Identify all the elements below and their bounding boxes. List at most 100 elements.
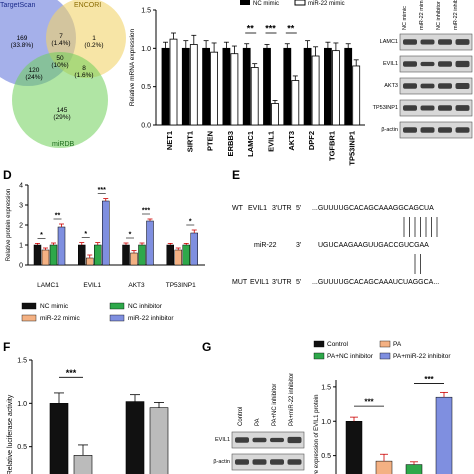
y-axis-label: Relative luciferase activity bbox=[7, 394, 14, 474]
blot-lane-label: Control bbox=[238, 407, 244, 426]
wt-five-prime: 5' bbox=[296, 205, 301, 212]
legend-label: Control bbox=[327, 341, 349, 348]
blot-strip bbox=[399, 99, 473, 117]
blot-band bbox=[455, 39, 470, 45]
blot-row-label: β-actin bbox=[381, 127, 398, 133]
blot-band bbox=[252, 459, 267, 465]
significance-label: *** bbox=[265, 24, 276, 34]
blot-band bbox=[403, 105, 417, 111]
venn-circle-mirdb bbox=[12, 52, 108, 148]
bar bbox=[49, 244, 58, 266]
x-tick-label: LAMC1 bbox=[246, 131, 255, 157]
significance-label: ** bbox=[55, 213, 61, 220]
significance-label: ** bbox=[247, 24, 255, 34]
x-tick-label: DPF2 bbox=[307, 131, 316, 150]
bar bbox=[250, 67, 259, 126]
y-tick-label: 4 bbox=[19, 183, 23, 190]
legend-swatch-mir22-mimic bbox=[294, 0, 306, 6]
x-tick-label: AKT3 bbox=[128, 282, 145, 289]
bar bbox=[271, 103, 279, 126]
venn-diagram: TargetScan ENCORI miRDB 169 (33.8%) 7 (1.4… bbox=[0, 0, 126, 148]
bar bbox=[323, 47, 332, 126]
venn-region-ts-enc: 7 (1.4%) bbox=[51, 33, 70, 47]
bar bbox=[138, 244, 146, 266]
blot-band bbox=[270, 459, 284, 465]
significance-label: *** bbox=[364, 398, 374, 407]
legend-swatch-nc-mimic bbox=[240, 0, 250, 5]
blot-row-label: TP53INP1 bbox=[373, 105, 398, 111]
venn-label-encori: ENCORI bbox=[74, 2, 101, 9]
x-tick-label: EVIL1 bbox=[267, 131, 276, 152]
blot-strip bbox=[399, 121, 473, 139]
blot-row-label: LAMC1 bbox=[380, 39, 398, 45]
blot-band bbox=[252, 437, 267, 443]
y-tick-label: 0.5 bbox=[321, 453, 331, 460]
venn-region-center: 50 (10%) bbox=[51, 55, 68, 69]
y-tick-label: 0.5 bbox=[141, 84, 151, 91]
blot-band bbox=[438, 105, 452, 111]
blot-lane-label: miR-22 inhibitor bbox=[453, 0, 459, 30]
blot-band bbox=[270, 437, 284, 443]
protein-expression-chart: 0 1 2 3 4 Relative protein expression LAMC1 EVI… bbox=[6, 183, 205, 322]
western-blot-c: NC mimic miR-22 mimic NC inhibitor miR-22 i… bbox=[373, 0, 473, 139]
y-tick-label: 1.0 bbox=[17, 401, 27, 408]
legend-label: PA+NC inhibitor bbox=[327, 353, 374, 360]
y-tick-label: 1 bbox=[19, 243, 23, 250]
legend-label: PA+miR-22 inhibitor bbox=[393, 353, 451, 360]
blot-strip bbox=[399, 77, 473, 95]
y-tick-label: 1.0 bbox=[141, 46, 151, 53]
blot-lane-label: PA+miR-22 inhibitor bbox=[289, 373, 295, 426]
blot-strip bbox=[399, 33, 473, 51]
bar bbox=[125, 401, 145, 474]
y-tick-label: 1.0 bbox=[321, 419, 331, 426]
bar bbox=[102, 200, 110, 266]
bar bbox=[122, 244, 130, 266]
mir-sequence: UGUCAAGAAGUUGACCGUCGAA bbox=[318, 242, 429, 249]
bar bbox=[331, 50, 340, 126]
bar bbox=[263, 47, 271, 126]
blot-strip bbox=[399, 55, 473, 73]
venn-region-mir-only: 145 (29%) bbox=[53, 107, 70, 121]
panel-letter-d: D bbox=[3, 168, 12, 182]
legend-label-mir22-mimic: miR-22 mimic bbox=[308, 1, 345, 7]
legend-swatch bbox=[109, 302, 125, 310]
bar bbox=[190, 232, 198, 266]
y-tick-label: 1.5 bbox=[321, 384, 331, 391]
blot-strip bbox=[231, 453, 305, 471]
bar bbox=[78, 244, 86, 266]
bar bbox=[303, 47, 312, 126]
y-axis-label: Relative mRNA expression bbox=[129, 28, 136, 106]
legend-swatch bbox=[21, 314, 37, 322]
y-tick-label: 0.5 bbox=[17, 444, 27, 451]
significance-label: *** bbox=[142, 208, 150, 215]
legend-swatch bbox=[109, 314, 125, 322]
blot-band bbox=[403, 39, 417, 45]
blot-row-label: EVIL1 bbox=[215, 437, 230, 443]
venn-label-targetscan: TargetScan bbox=[0, 2, 36, 9]
bar bbox=[57, 226, 66, 266]
blot-band bbox=[420, 105, 435, 111]
significance-label: * bbox=[40, 232, 43, 239]
significance-label: * bbox=[129, 232, 132, 239]
venn-label-mirdb: miRDB bbox=[52, 141, 74, 148]
wt-utr: 3'UTR bbox=[272, 205, 292, 212]
significance-label: *** bbox=[66, 368, 77, 378]
legend-label: NC inhibitor bbox=[128, 303, 163, 310]
mut-utr: 3'UTR bbox=[272, 279, 292, 286]
y-axis-label: Relative protein expression bbox=[6, 189, 12, 261]
blot-band bbox=[455, 127, 470, 133]
bar bbox=[94, 244, 102, 266]
legend-swatch bbox=[313, 352, 325, 360]
y-tick-label: 0 bbox=[19, 263, 23, 270]
significance-label: * bbox=[189, 219, 192, 226]
blot-band bbox=[235, 459, 249, 465]
y-tick-label: 1.5 bbox=[17, 358, 27, 365]
blot-band bbox=[287, 459, 302, 465]
bar bbox=[86, 257, 94, 266]
significance-label: *** bbox=[98, 187, 106, 194]
legend-label: miR-22 inhibitor bbox=[128, 315, 174, 322]
x-tick-label: SIRT1 bbox=[185, 131, 194, 152]
bar bbox=[182, 244, 190, 266]
blot-band bbox=[438, 39, 452, 45]
